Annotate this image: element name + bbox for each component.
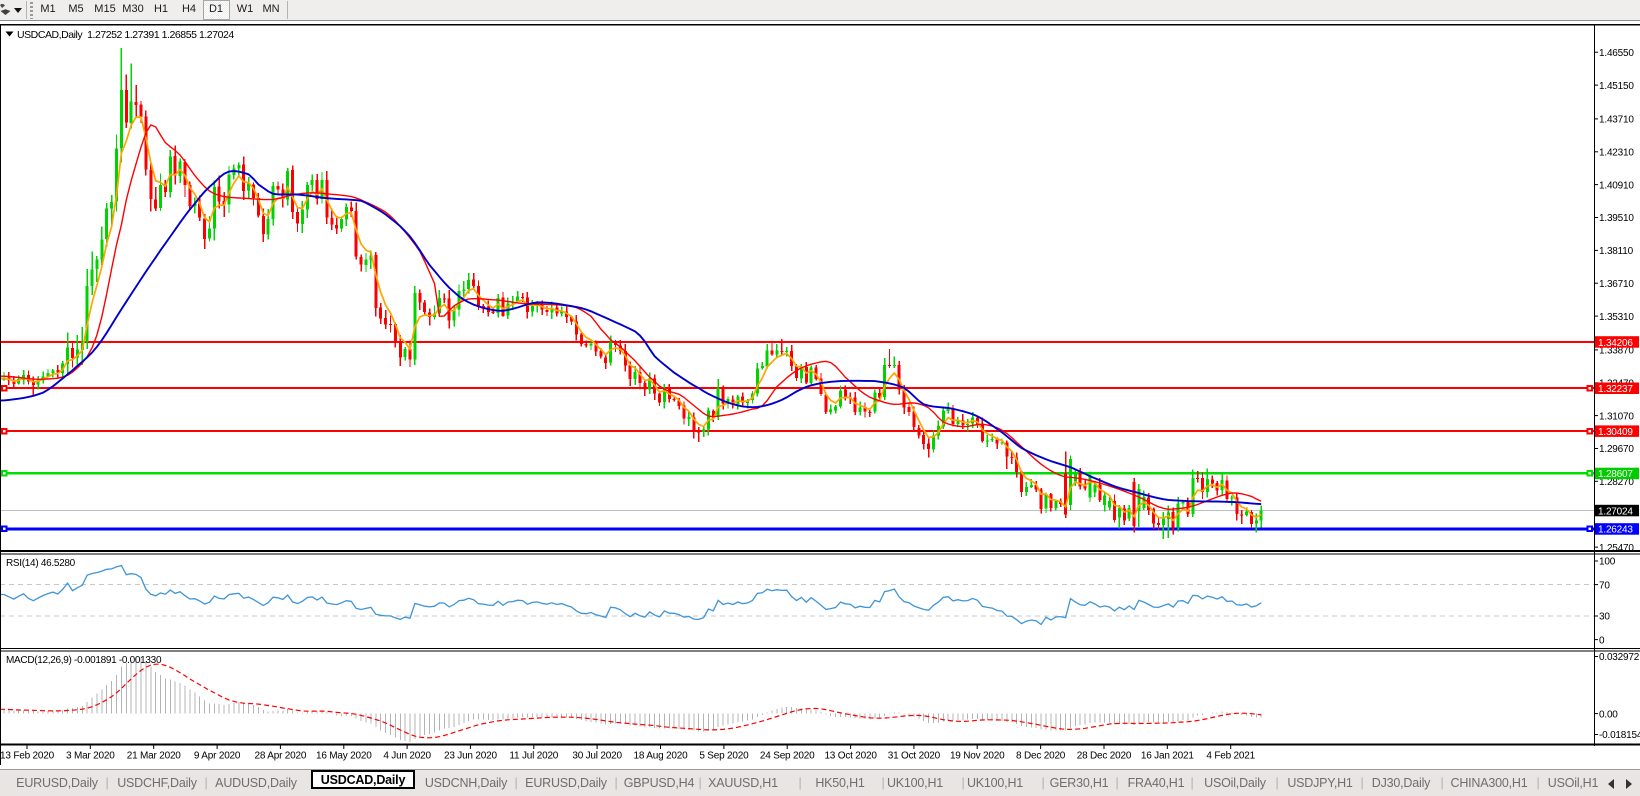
svg-text:1.28607: 1.28607 — [1598, 469, 1633, 480]
svg-text:1.29670: 1.29670 — [1599, 444, 1634, 455]
svg-text:1.43710: 1.43710 — [1599, 115, 1634, 126]
svg-text:70: 70 — [1599, 580, 1610, 591]
svg-text:1.33870: 1.33870 — [1599, 346, 1634, 357]
svg-text:1.38110: 1.38110 — [1599, 246, 1634, 257]
svg-text:1.36710: 1.36710 — [1599, 279, 1634, 290]
svg-text:31 Oct 2020: 31 Oct 2020 — [888, 751, 941, 762]
svg-text:30: 30 — [1599, 612, 1610, 623]
svg-text:11 Jul 2020: 11 Jul 2020 — [509, 751, 558, 762]
svg-text:1.45150: 1.45150 — [1599, 81, 1634, 92]
svg-text:18 Aug 2020: 18 Aug 2020 — [634, 751, 689, 762]
svg-text:1.28270: 1.28270 — [1599, 477, 1634, 488]
svg-text:16 Jan 2021: 16 Jan 2021 — [1141, 751, 1194, 762]
svg-text:1.34206: 1.34206 — [1598, 338, 1633, 349]
svg-text:1.32237: 1.32237 — [1598, 384, 1633, 395]
svg-text:5 Sep 2020: 5 Sep 2020 — [699, 751, 749, 762]
svg-text:1.42310: 1.42310 — [1599, 148, 1634, 159]
svg-text:19 Nov 2020: 19 Nov 2020 — [950, 751, 1005, 762]
svg-text:30 Jul 2020: 30 Jul 2020 — [572, 751, 622, 762]
svg-text:1.40910: 1.40910 — [1599, 180, 1634, 191]
svg-text:28 Apr 2020: 28 Apr 2020 — [255, 751, 307, 762]
svg-text:9 Apr 2020: 9 Apr 2020 — [194, 751, 241, 762]
svg-text:0.00: 0.00 — [1599, 709, 1618, 720]
svg-text:1.30409: 1.30409 — [1598, 427, 1633, 438]
svg-text:4 Jun 2020: 4 Jun 2020 — [383, 751, 431, 762]
svg-text:100: 100 — [1599, 557, 1616, 568]
svg-text:16 May 2020: 16 May 2020 — [316, 751, 372, 762]
svg-text:RSI(14) 46.5280: RSI(14) 46.5280 — [6, 558, 76, 569]
svg-text:24 Sep 2020: 24 Sep 2020 — [760, 751, 815, 762]
svg-text:1.26243: 1.26243 — [1598, 525, 1633, 536]
svg-text:28 Dec 2020: 28 Dec 2020 — [1077, 751, 1132, 762]
svg-text:13 Feb 2020: 13 Feb 2020 — [0, 751, 55, 762]
svg-text:1.39510: 1.39510 — [1599, 213, 1634, 224]
svg-text:1.27024: 1.27024 — [1598, 506, 1633, 517]
svg-text:MACD(12,26,9) -0.001891 -0.001: MACD(12,26,9) -0.001891 -0.001330 — [6, 655, 162, 666]
svg-text:1.31070: 1.31070 — [1599, 411, 1634, 422]
svg-text:8 Dec 2020: 8 Dec 2020 — [1016, 751, 1066, 762]
svg-text:USDCAD,Daily 1.27252 1.27391: USDCAD,Daily 1.27252 1.27391 1.26855 1.2… — [17, 29, 234, 41]
svg-text:23 Jun 2020: 23 Jun 2020 — [444, 751, 497, 762]
svg-text:0: 0 — [1599, 635, 1605, 646]
svg-text:3 Mar 2020: 3 Mar 2020 — [66, 751, 115, 762]
svg-text:13 Oct 2020: 13 Oct 2020 — [824, 751, 877, 762]
svg-text:1.25470: 1.25470 — [1599, 543, 1634, 554]
svg-text:0.032972: 0.032972 — [1599, 652, 1640, 663]
svg-text:-0.018154: -0.018154 — [1599, 730, 1640, 741]
svg-text:1.46550: 1.46550 — [1599, 48, 1634, 59]
svg-text:4 Feb 2021: 4 Feb 2021 — [1206, 751, 1255, 762]
svg-text:21 Mar 2020: 21 Mar 2020 — [127, 751, 182, 762]
svg-text:1.35310: 1.35310 — [1599, 312, 1634, 323]
